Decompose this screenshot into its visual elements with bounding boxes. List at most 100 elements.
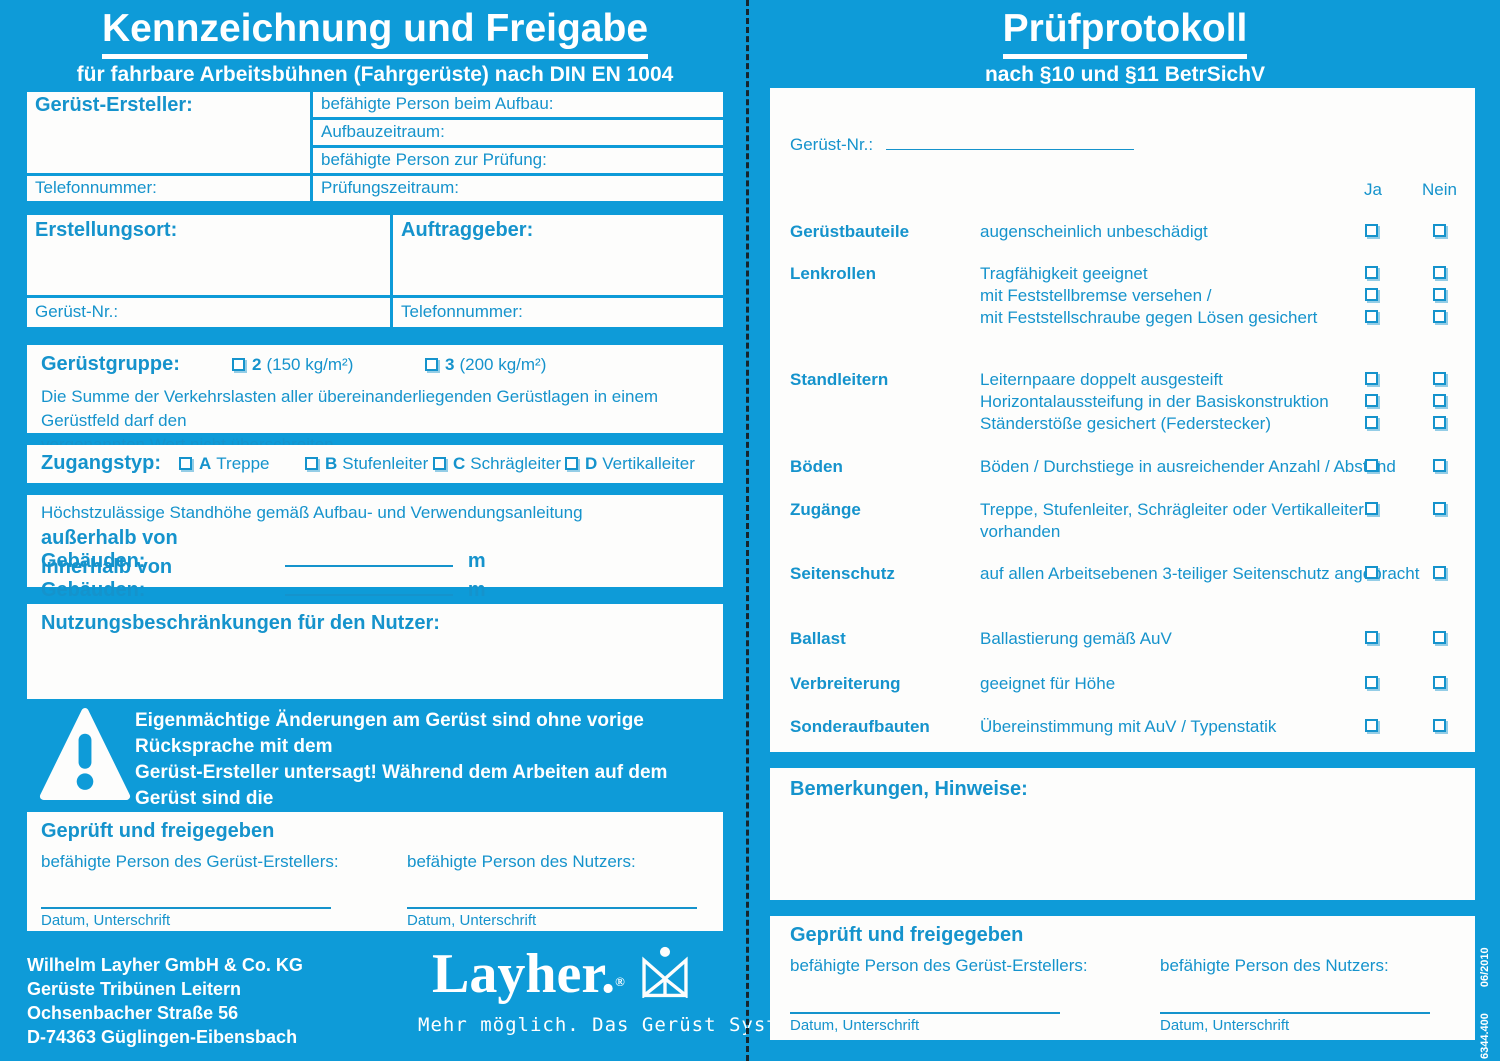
field-telefonnummer-2[interactable]: Telefonnummer: xyxy=(393,298,723,327)
address-line4: D-74363 Güglingen-Eibensbach xyxy=(27,1027,298,1047)
checklist-item-text: Ständerstöße gesichert (Federstecker) xyxy=(980,414,1272,433)
warning-line2: Gerüst-Ersteller untersagt! Während dem … xyxy=(135,762,668,809)
checkbox-nein[interactable] xyxy=(1433,224,1446,237)
print-code-date: 06/2010 xyxy=(1479,947,1491,988)
ja-column-header: Ja xyxy=(1364,180,1382,199)
checkbox-nein[interactable] xyxy=(1433,310,1446,323)
field-prufungszeitraum[interactable]: Prüfungszeitraum: xyxy=(313,176,723,201)
right-approval-builder-sig-label: Datum, Unterschrift xyxy=(790,1017,920,1034)
checkbox-ja[interactable] xyxy=(1365,310,1378,323)
left-approval-user-label: befähigte Person des Nutzers: xyxy=(407,852,636,871)
checklist-group-standleitern: Standleitern Leiternpaare doppelt ausges… xyxy=(770,370,1475,436)
checkbox-nein[interactable] xyxy=(1433,416,1446,429)
checkbox-ja[interactable] xyxy=(1365,719,1378,732)
checkbox-ja[interactable] xyxy=(1365,459,1378,472)
checklist-category: Böden xyxy=(790,457,843,476)
warning-triangle-icon xyxy=(39,708,131,800)
company-address: Wilhelm Layher GmbH & Co. KG Gerüste Tri… xyxy=(27,953,303,1049)
checkbox-gruppe-3[interactable] xyxy=(425,358,438,371)
checklist-category: Verbreiterung xyxy=(790,674,901,693)
right-header: Prüfprotokoll nach §10 und §11 BetrSichV xyxy=(750,7,1500,87)
field-telefonnummer[interactable]: Telefonnummer: xyxy=(27,176,310,201)
protocol-gerust-nr-row: Gerüst-Nr.: xyxy=(790,132,1134,155)
field-befahigte-person-prufung[interactable]: befähigte Person zur Prüfung: xyxy=(313,148,723,173)
bemerkungen-box[interactable]: Bemerkungen, Hinweise: xyxy=(770,768,1475,900)
standhoehe-inside-unit: m xyxy=(467,579,486,601)
left-approval-builder-sig-label: Datum, Unterschrift xyxy=(41,912,171,929)
checkbox-ja[interactable] xyxy=(1365,266,1378,279)
checkbox-nein[interactable] xyxy=(1433,676,1446,689)
checkbox-ja[interactable] xyxy=(1365,631,1378,644)
checklist-item-text: Treppe, Stufenleiter, Schrägleiter oder … xyxy=(980,500,1364,519)
zugang-option-b: B Stufenleiter xyxy=(305,454,428,474)
field-auftraggeber[interactable]: Auftraggeber: xyxy=(393,215,723,295)
checkbox-gruppe-2[interactable] xyxy=(232,358,245,371)
checkbox-nein[interactable] xyxy=(1433,502,1446,515)
address-line3: Ochsenbacher Straße 56 xyxy=(27,1003,239,1023)
checkbox-ja[interactable] xyxy=(1365,676,1378,689)
standhoehe-outside-input[interactable] xyxy=(285,549,454,567)
right-approval-builder-signature[interactable] xyxy=(790,1012,1060,1014)
checkbox-zugang-c[interactable] xyxy=(433,457,446,470)
field-gerust-ersteller[interactable]: Gerüst-Ersteller: xyxy=(27,92,310,173)
checklist-item-text: Tragfähigkeit geeignet xyxy=(980,264,1148,283)
gruppe-note-line1: Die Summe der Verkehrslasten aller übere… xyxy=(41,387,659,430)
protocol-gerust-nr-input[interactable] xyxy=(885,132,1134,150)
warning-line1: Eigenmächtige Änderungen am Gerüst sind … xyxy=(135,710,644,757)
checklist-group-zugange: Zugänge Treppe, Stufenleiter, Schrägleit… xyxy=(770,500,1475,544)
checkbox-nein[interactable] xyxy=(1433,266,1446,279)
right-approval-user-signature[interactable] xyxy=(1160,1012,1430,1014)
checkbox-ja[interactable] xyxy=(1365,288,1378,301)
checkbox-ja[interactable] xyxy=(1365,416,1378,429)
checkbox-ja[interactable] xyxy=(1365,394,1378,407)
checkbox-nein[interactable] xyxy=(1433,372,1446,385)
layher-symbol-icon xyxy=(642,946,688,998)
field-aufbauzeitraum[interactable]: Aufbauzeitraum: xyxy=(313,120,723,145)
left-approval-box: Geprüft und freigegeben befähigte Person… xyxy=(27,812,723,931)
gruppe-label: Gerüstgruppe: xyxy=(41,353,180,375)
checkbox-ja[interactable] xyxy=(1365,502,1378,515)
checkbox-zugang-d[interactable] xyxy=(565,457,578,470)
checklist-category: Ballast xyxy=(790,629,846,648)
zugang-option-c: C Schrägleiter xyxy=(433,454,561,474)
left-approval-builder-signature[interactable] xyxy=(41,907,331,909)
checkbox-nein[interactable] xyxy=(1433,394,1446,407)
checkbox-nein[interactable] xyxy=(1433,631,1446,644)
checkbox-ja[interactable] xyxy=(1365,224,1378,237)
checklist-item-text: Leiternpaare doppelt ausgesteift xyxy=(980,370,1223,389)
checkbox-ja[interactable] xyxy=(1365,372,1378,385)
checkbox-ja[interactable] xyxy=(1365,566,1378,579)
checkbox-nein[interactable] xyxy=(1433,288,1446,301)
gruppe-box: Gerüstgruppe: 2 (150 kg/m²) 3 (200 kg/m²) … xyxy=(27,345,723,454)
checkbox-nein[interactable] xyxy=(1433,719,1446,732)
nein-column-header: Nein xyxy=(1422,180,1457,199)
checklist-item-text: Ballastierung gemäß AuV xyxy=(980,629,1172,648)
zugang-option-d: D Vertikalleiter xyxy=(565,454,695,474)
checkbox-zugang-b[interactable] xyxy=(305,457,318,470)
gruppe-2-val: (150 kg/m²) xyxy=(266,355,354,374)
zugang-c-name: Schrägleiter xyxy=(470,454,561,473)
protocol-gerust-nr-label: Gerüst-Nr.: xyxy=(790,135,874,154)
layher-tagline: Mehr möglich. Das Gerüst System. xyxy=(418,1014,817,1036)
layher-wordmark: Layher.® xyxy=(432,943,625,1005)
nutzung-box[interactable]: Nutzungsbeschränkungen für den Nutzer: xyxy=(27,604,723,699)
zugang-box: Zugangstyp: A Treppe B Stufenleiter C Schrä… xyxy=(27,445,723,483)
checkbox-zugang-a[interactable] xyxy=(179,457,192,470)
checkbox-nein[interactable] xyxy=(1433,566,1446,579)
right-approval-title: Geprüft und freigegeben xyxy=(790,924,1024,946)
standhoehe-inside-input[interactable] xyxy=(285,578,454,596)
right-approval-user-sig-label: Datum, Unterschrift xyxy=(1160,1017,1290,1034)
checkbox-nein[interactable] xyxy=(1433,459,1446,472)
zugang-b-key: B xyxy=(325,454,338,473)
standhoehe-note: Höchstzulässige Standhöhe gemäß Aufbau- … xyxy=(41,503,583,522)
checklist-category: Gerüstbauteile xyxy=(790,222,910,241)
left-approval-user-signature[interactable] xyxy=(407,907,697,909)
zugang-a-key: A xyxy=(199,454,212,473)
checklist-item-text: auf allen Arbeitsebenen 3-teiliger Seite… xyxy=(980,564,1420,583)
left-subtitle: für fahrbare Arbeitsbühnen (Fahrgerüste)… xyxy=(76,62,674,86)
field-befahigte-person-aufbau[interactable]: befähigte Person beim Aufbau: xyxy=(313,92,723,117)
field-gerust-nr[interactable]: Gerüst-Nr.: xyxy=(27,298,390,327)
checklist-item-text: geeignet für Höhe xyxy=(980,674,1116,693)
field-erstellungsort[interactable]: Erstellungsort: xyxy=(27,215,390,295)
gruppe-3-val: (200 kg/m²) xyxy=(459,355,547,374)
